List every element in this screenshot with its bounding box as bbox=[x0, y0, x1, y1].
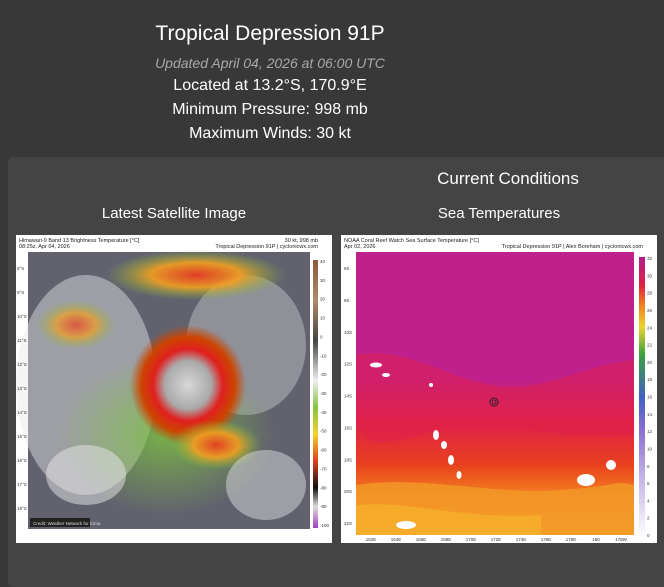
sst-longitude-tick: 176E bbox=[541, 537, 552, 542]
sea-temperatures-label: Sea Temperatures bbox=[437, 205, 561, 222]
current-conditions-title: Current Conditions bbox=[437, 169, 579, 188]
satellite-colorbar-tick: 10 bbox=[320, 316, 326, 321]
sst-longitude-tick: 168E bbox=[441, 537, 452, 542]
satellite-image[interactable]: Himawari-9 Band 13 Brightness Temperatur… bbox=[16, 235, 332, 543]
sst-latitude-tick: 12S bbox=[344, 362, 352, 367]
sst-latitude-tick: 18S bbox=[344, 457, 352, 462]
satellite-colorbar-tick: -90 bbox=[320, 504, 327, 509]
satellite-latitude-tick: 13°S bbox=[17, 386, 27, 391]
satellite-latitude-tick: 8°S bbox=[17, 266, 24, 271]
storm-header: Tropical Depression 91P Updated April 04… bbox=[0, 0, 664, 150]
sst-latitude-tick: 16S bbox=[344, 425, 352, 430]
sst-caption-source: Tropical Depression 91P | Alex Boreham |… bbox=[501, 244, 643, 250]
satellite-caption-intensity: 30 kt, 998 mb bbox=[284, 238, 318, 244]
satellite-colorbar-tick: -10 bbox=[320, 353, 327, 358]
sst-longitude-tick: 170E bbox=[466, 537, 477, 542]
satellite-colorbar-tick: 20 bbox=[320, 297, 326, 302]
sst-colorbar-tick: 28 bbox=[647, 291, 653, 296]
satellite-image-label: Latest Satellite Image bbox=[101, 205, 247, 222]
satellite-caption-source: Tropical Depression 91P | cyclonicwx.com bbox=[215, 244, 318, 250]
sst-longitude-tick: 180 bbox=[592, 537, 600, 542]
satellite-colorbar-tick: -40 bbox=[320, 410, 327, 415]
satellite-colorbar-tick: -20 bbox=[320, 372, 327, 377]
sst-caption-title: NOAA Coral Reef Watch Sea Surface Temper… bbox=[344, 238, 479, 244]
current-conditions-panel: Current Conditions Latest Satellite Imag… bbox=[8, 157, 664, 587]
sst-latitude-tick: 8S bbox=[344, 298, 350, 303]
sst-longitude-tick: 178W bbox=[615, 537, 628, 542]
sst-colorbar-tick: 18 bbox=[647, 377, 653, 382]
sst-colorbar-tick: 0 bbox=[647, 533, 650, 538]
satellite-latitude-tick: 16°S bbox=[17, 458, 27, 463]
sst-caption-time: Apr 02, 2026 bbox=[344, 244, 376, 250]
sst-colorbar-tick: 24 bbox=[647, 325, 653, 330]
sst-latitude-tick: 22S bbox=[344, 521, 352, 526]
satellite-latitude-tick: 9°S bbox=[17, 290, 24, 295]
satellite-latitude-tick: 18°S bbox=[17, 506, 27, 511]
sst-longitude-tick: 164E bbox=[391, 537, 402, 542]
sst-colorbar-tick: 10 bbox=[647, 446, 653, 451]
satellite-latitude-tick: 15°S bbox=[17, 434, 27, 439]
sst-longitude-tick: 172E bbox=[491, 537, 502, 542]
sst-colorbar-tick: 14 bbox=[647, 412, 653, 417]
sst-latitude-tick: 10S bbox=[344, 330, 352, 335]
sst-colorbar-tick: 16 bbox=[647, 395, 653, 400]
satellite-colorbar-tick: -60 bbox=[320, 448, 327, 453]
sst-colorbar-tick: 6 bbox=[647, 481, 650, 486]
sst-colorbar-tick: 12 bbox=[647, 429, 653, 434]
sst-colorbar-tick: 32 bbox=[647, 256, 653, 261]
satellite-colorbar-tick: -30 bbox=[320, 391, 327, 396]
satellite-latitude-tick: 11°S bbox=[17, 338, 26, 343]
satellite-credit: Credit: Weather Network for Cima bbox=[33, 521, 101, 526]
satellite-colorbar-tick: 30 bbox=[320, 278, 326, 283]
sst-latitude-tick: 20S bbox=[344, 489, 352, 494]
satellite-colorbar-tick: -50 bbox=[320, 429, 327, 434]
storm-pressure: Minimum Pressure: 998 mb bbox=[172, 101, 368, 118]
sst-colorbar-tick: 8 bbox=[647, 464, 650, 469]
satellite-latitude-tick: 12°S bbox=[17, 362, 27, 367]
satellite-latitude-tick: 14°S bbox=[17, 410, 27, 415]
updated-timestamp: Updated April 04, 2026 at 06:00 UTC bbox=[155, 55, 385, 71]
satellite-colorbar-tick: -80 bbox=[320, 485, 327, 490]
storm-location: Located at 13.2°S, 170.9°E bbox=[173, 77, 367, 94]
storm-winds: Maximum Winds: 30 kt bbox=[189, 125, 351, 142]
sst-colorbar-tick: 30 bbox=[647, 273, 653, 278]
satellite-colorbar-tick: 40 bbox=[320, 259, 326, 264]
sst-longitude-tick: 166E bbox=[416, 537, 427, 542]
sea-temperature-image[interactable]: NOAA Coral Reef Watch Sea Surface Temper… bbox=[341, 235, 657, 543]
storm-title: Tropical Depression 91P bbox=[155, 22, 385, 45]
sst-longitude-tick: 174E bbox=[516, 537, 527, 542]
satellite-latitude-tick: 10°S bbox=[17, 314, 27, 319]
sst-longitude-tick: 178E bbox=[566, 537, 577, 542]
sst-colorbar-tick: 22 bbox=[647, 343, 653, 348]
sst-colorbar-tick: 26 bbox=[647, 308, 653, 313]
satellite-colorbar-tick: -100 bbox=[320, 523, 330, 528]
satellite-caption-time: 08:25z, Apr 04, 2026 bbox=[19, 244, 70, 250]
sst-colorbar-tick: 4 bbox=[647, 498, 650, 503]
satellite-caption-title: Himawari-9 Band 13 Brightness Temperatur… bbox=[19, 238, 140, 244]
sst-latitude-tick: 6S bbox=[344, 266, 350, 271]
sst-longitude-tick: 162E bbox=[366, 537, 377, 542]
sst-colorbar-tick: 2 bbox=[647, 516, 650, 521]
sst-latitude-tick: 14S bbox=[344, 394, 352, 399]
satellite-colorbar-tick: -70 bbox=[320, 466, 327, 471]
satellite-latitude-tick: 17°S bbox=[17, 482, 27, 487]
sst-colorbar-tick: 20 bbox=[647, 360, 653, 365]
satellite-colorbar-tick: 0 bbox=[320, 334, 323, 339]
